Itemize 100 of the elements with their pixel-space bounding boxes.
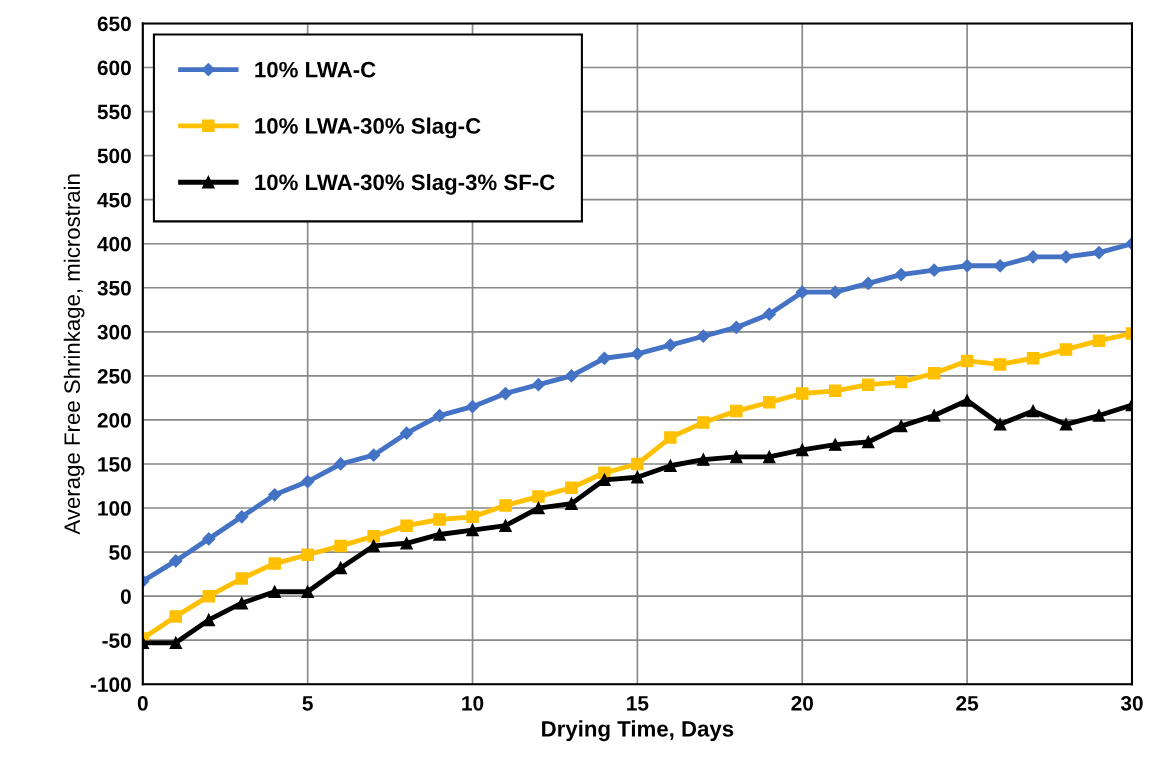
point: [730, 404, 743, 418]
point: [235, 596, 248, 610]
point: [894, 419, 908, 433]
point: [565, 481, 578, 495]
point: [433, 513, 446, 526]
x-tick-label: 25: [956, 695, 979, 711]
point: [631, 470, 644, 484]
x-tick-label: 15: [627, 696, 649, 711]
point: [499, 499, 512, 512]
y-tick-label: 300: [97, 324, 131, 340]
point: [565, 497, 578, 510]
point: [894, 267, 908, 282]
point: [268, 585, 281, 598]
point: [400, 537, 413, 550]
point: [697, 416, 710, 429]
y-tick-label: 650: [97, 16, 131, 32]
x-axis-title: Drying Time, Days: [542, 720, 734, 742]
point: [499, 519, 512, 532]
point: [828, 384, 842, 398]
point: [1059, 343, 1073, 356]
y-tick-label: 350: [97, 280, 131, 296]
point: [631, 457, 644, 471]
point: [532, 501, 545, 515]
point: [169, 554, 183, 568]
point: [697, 453, 710, 466]
point: [169, 610, 183, 623]
point: [334, 539, 347, 553]
point: [301, 475, 315, 489]
point: [762, 307, 776, 321]
point: [433, 528, 446, 541]
point: [861, 435, 875, 449]
y-tick-label: 50: [109, 545, 131, 560]
point: [828, 438, 842, 451]
point: [960, 354, 974, 368]
point: [400, 519, 413, 532]
point: [498, 386, 513, 401]
point: [466, 510, 479, 524]
point: [564, 369, 579, 383]
point: [367, 529, 380, 543]
point: [894, 375, 908, 389]
legend-label: 10% LWA-30% Slag-C: [255, 117, 481, 139]
y-tick-label: 0: [120, 589, 131, 604]
point: [1026, 352, 1040, 365]
point: [696, 329, 710, 343]
point: [1059, 250, 1073, 264]
point: [730, 450, 743, 464]
point: [1059, 418, 1073, 431]
point: [927, 366, 941, 380]
point: [664, 459, 677, 472]
point: [334, 457, 348, 471]
point: [235, 510, 249, 524]
point: [465, 400, 480, 414]
point: [367, 539, 380, 553]
point: [432, 408, 447, 423]
point: [1092, 334, 1106, 347]
point: [531, 378, 546, 392]
point: [993, 259, 1007, 273]
point: [235, 572, 248, 585]
legend-label: 10% LWA-30% Slag-3% SF-C: [255, 173, 555, 195]
point: [763, 396, 776, 409]
point: [1026, 250, 1040, 264]
y-tick-label: 600: [97, 60, 131, 76]
point: [268, 557, 281, 570]
point: [927, 263, 941, 277]
point: [367, 448, 381, 462]
point: [927, 409, 941, 422]
y-tick-label: -50: [102, 633, 131, 648]
y-tick-label: 200: [97, 412, 131, 428]
point: [1026, 404, 1040, 418]
point: [202, 532, 216, 546]
legend-label: 10% LWA-C: [255, 61, 376, 78]
point: [729, 320, 743, 335]
point: [795, 285, 809, 299]
y-tick-label: 450: [97, 192, 131, 208]
y-axis-title: Average Free Shrinkage, microstrain: [63, 174, 85, 535]
y-tick-label: -100: [90, 677, 131, 692]
point: [598, 473, 611, 487]
point: [960, 259, 974, 273]
point: [861, 276, 875, 290]
point: [663, 338, 677, 352]
y-tick-label: 550: [97, 104, 131, 120]
point: [1092, 245, 1106, 260]
point: [334, 561, 347, 575]
point: [630, 347, 644, 361]
y-tick-label: 150: [98, 456, 131, 472]
x-tick-label: 0: [137, 695, 148, 711]
point: [664, 431, 677, 444]
point: [466, 523, 479, 537]
point: [301, 548, 314, 561]
y-tick-label: 250: [97, 368, 131, 384]
point: [301, 585, 314, 598]
point: [828, 285, 842, 299]
point: [763, 450, 776, 464]
point: [202, 589, 215, 603]
point: [202, 613, 215, 627]
point: [960, 394, 974, 407]
point: [861, 378, 875, 391]
point: [399, 426, 414, 440]
x-tick-label: 30: [1120, 695, 1143, 711]
y-tick-label: 500: [97, 148, 131, 164]
